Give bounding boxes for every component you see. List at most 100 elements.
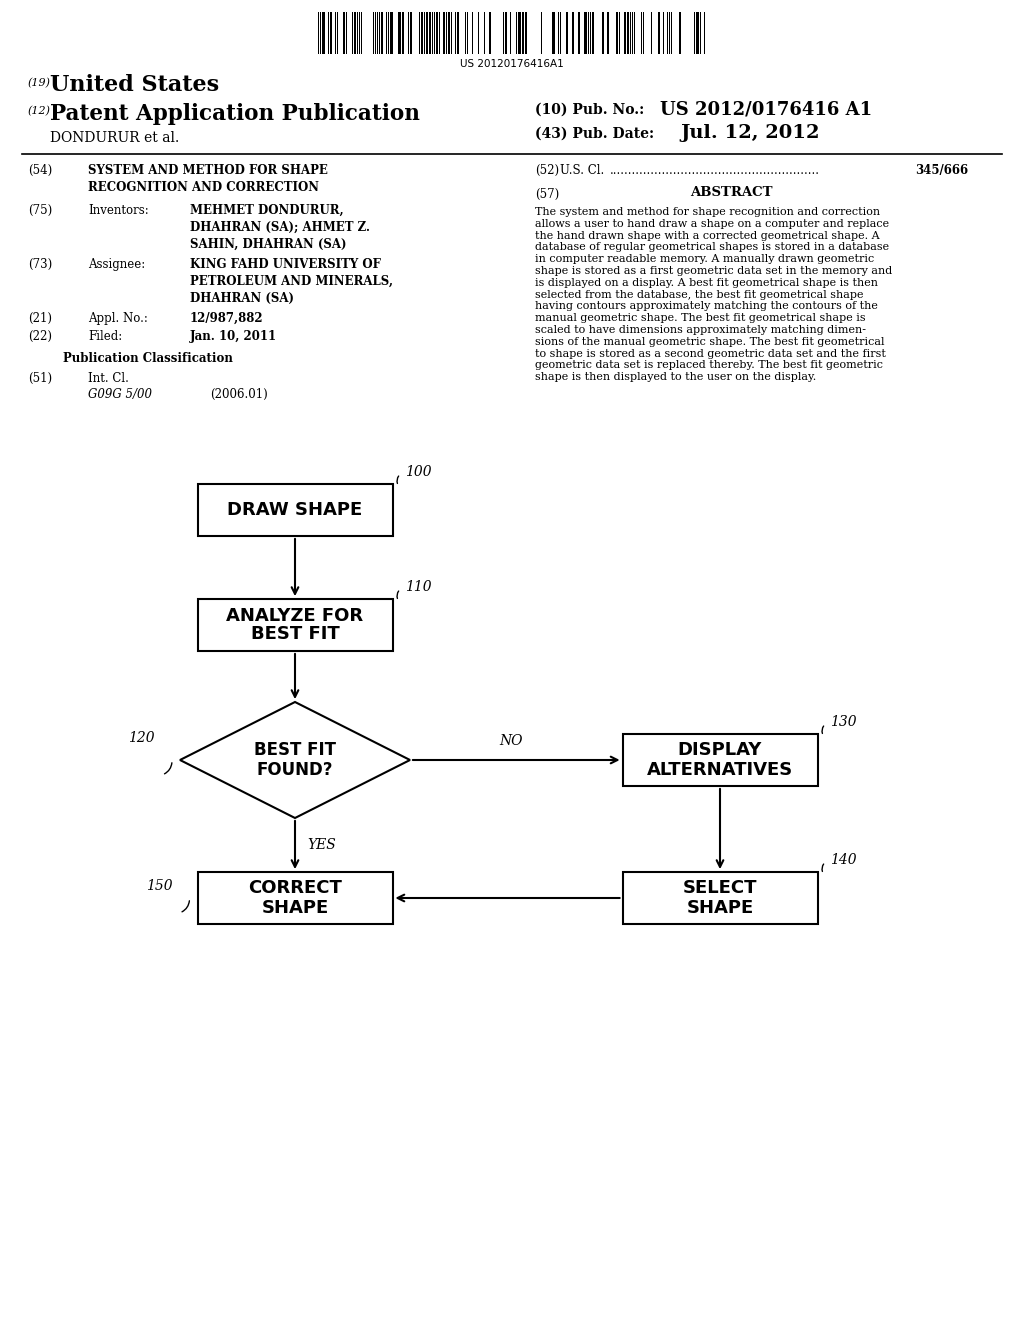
Text: (57): (57) (535, 187, 559, 201)
Bar (607, 12, 609, 54)
Text: 130: 130 (830, 715, 857, 729)
Text: having contours approximately matching the contours of the: having contours approximately matching t… (535, 301, 878, 312)
Text: SYSTEM AND METHOD FOR SHAPE
RECOGNITION AND CORRECTION: SYSTEM AND METHOD FOR SHAPE RECOGNITION … (88, 164, 328, 194)
Bar (679, 12, 681, 54)
Text: (21): (21) (28, 312, 52, 325)
Text: United States: United States (50, 74, 219, 96)
Text: (2006.01): (2006.01) (210, 388, 267, 401)
Text: BEST FIT: BEST FIT (254, 741, 336, 759)
Bar (343, 12, 345, 54)
Bar (522, 12, 524, 54)
Text: (75): (75) (28, 205, 52, 216)
Text: NO: NO (500, 734, 523, 748)
Bar (552, 12, 555, 54)
Text: G09G 5/00: G09G 5/00 (88, 388, 152, 401)
Text: 110: 110 (406, 579, 432, 594)
Bar (198, 484, 392, 536)
Text: ANALYZE FOR: ANALYZE FOR (226, 607, 364, 624)
Bar (198, 599, 392, 651)
Text: FOUND?: FOUND? (257, 762, 333, 779)
Text: DONDURUR et al.: DONDURUR et al. (50, 131, 179, 145)
Text: 100: 100 (406, 465, 432, 479)
Text: scaled to have dimensions approximately matching dimen-: scaled to have dimensions approximately … (535, 325, 866, 335)
Text: to shape is stored as a second geometric data set and the first: to shape is stored as a second geometric… (535, 348, 886, 359)
Text: The system and method for shape recognition and correction: The system and method for shape recognit… (535, 207, 880, 216)
Bar (322, 12, 325, 54)
Bar (624, 12, 626, 54)
Bar (592, 12, 594, 54)
Text: (73): (73) (28, 257, 52, 271)
Bar (354, 12, 356, 54)
Text: SELECT: SELECT (683, 879, 758, 898)
Text: (52): (52) (535, 164, 559, 177)
Bar (429, 12, 431, 54)
Bar (578, 12, 580, 54)
Polygon shape (180, 702, 410, 818)
Bar (457, 12, 459, 54)
Text: Publication Classification: Publication Classification (63, 352, 232, 366)
Text: 12/987,882: 12/987,882 (190, 312, 263, 325)
Bar (616, 12, 618, 54)
Bar (443, 12, 445, 54)
Text: (51): (51) (28, 372, 52, 385)
Text: in computer readable memory. A manually drawn geometric: in computer readable memory. A manually … (535, 255, 874, 264)
Bar (623, 734, 817, 785)
Text: 150: 150 (145, 879, 172, 894)
Text: (12): (12) (28, 106, 51, 116)
Text: (10) Pub. No.:: (10) Pub. No.: (535, 103, 644, 117)
Bar (390, 12, 393, 54)
Bar (330, 12, 332, 54)
Text: Int. Cl.: Int. Cl. (88, 372, 129, 385)
Bar (489, 12, 490, 54)
Text: CORRECT: CORRECT (248, 879, 342, 898)
Bar (525, 12, 527, 54)
Text: Appl. No.:: Appl. No.: (88, 312, 147, 325)
Bar (584, 12, 587, 54)
Text: (43) Pub. Date:: (43) Pub. Date: (535, 127, 654, 141)
Text: YES: YES (307, 838, 336, 851)
Text: selected from the database, the best fit geometrical shape: selected from the database, the best fit… (535, 289, 863, 300)
Bar (572, 12, 574, 54)
Text: (22): (22) (28, 330, 52, 343)
Bar (436, 12, 438, 54)
Text: Filed:: Filed: (88, 330, 122, 343)
Text: Jul. 12, 2012: Jul. 12, 2012 (680, 124, 819, 143)
Bar (381, 12, 383, 54)
Text: BEST FIT: BEST FIT (251, 624, 339, 643)
Text: (54): (54) (28, 164, 52, 177)
Text: (19): (19) (28, 78, 51, 88)
Text: MEHMET DONDURUR,
DHAHRAN (SA); AHMET Z.
SAHIN, DHAHRAN (SA): MEHMET DONDURUR, DHAHRAN (SA); AHMET Z. … (190, 205, 370, 251)
Bar (402, 12, 404, 54)
Text: is displayed on a display. A best fit geometrical shape is then: is displayed on a display. A best fit ge… (535, 277, 878, 288)
Text: the hand drawn shape with a corrected geometrical shape. A: the hand drawn shape with a corrected ge… (535, 231, 880, 240)
Bar (696, 12, 699, 54)
Text: US 2012/0176416 A1: US 2012/0176416 A1 (660, 102, 872, 119)
Bar (566, 12, 568, 54)
Text: ABSTRACT: ABSTRACT (690, 186, 772, 199)
Text: DRAW SHAPE: DRAW SHAPE (227, 502, 362, 519)
Text: database of regular geometrical shapes is stored in a database: database of regular geometrical shapes i… (535, 243, 889, 252)
Text: 345/666: 345/666 (915, 164, 968, 177)
Text: Jan. 10, 2011: Jan. 10, 2011 (190, 330, 278, 343)
Bar (426, 12, 428, 54)
Bar (421, 12, 423, 54)
Bar (602, 12, 604, 54)
Text: allows a user to hand draw a shape on a computer and replace: allows a user to hand draw a shape on a … (535, 219, 889, 228)
Bar (505, 12, 507, 54)
Text: Inventors:: Inventors: (88, 205, 148, 216)
Text: shape is then displayed to the user on the display.: shape is then displayed to the user on t… (535, 372, 816, 383)
Text: shape is stored as a first geometric data set in the memory and: shape is stored as a first geometric dat… (535, 267, 892, 276)
Text: manual geometric shape. The best fit geometrical shape is: manual geometric shape. The best fit geo… (535, 313, 865, 323)
Text: Assignee:: Assignee: (88, 257, 145, 271)
Text: SHAPE: SHAPE (686, 899, 754, 917)
Bar (518, 12, 521, 54)
Text: Patent Application Publication: Patent Application Publication (50, 103, 420, 125)
Text: ALTERNATIVES: ALTERNATIVES (647, 762, 794, 779)
Text: 140: 140 (830, 853, 857, 867)
Bar (398, 12, 401, 54)
Text: DISPLAY: DISPLAY (678, 741, 762, 759)
Text: geometric data set is replaced thereby. The best fit geometric: geometric data set is replaced thereby. … (535, 360, 883, 371)
Bar (449, 12, 450, 54)
Bar (658, 12, 660, 54)
Text: KING FAHD UNIVERSITY OF
PETROLEUM AND MINERALS,
DHAHRAN (SA): KING FAHD UNIVERSITY OF PETROLEUM AND MI… (190, 257, 393, 305)
